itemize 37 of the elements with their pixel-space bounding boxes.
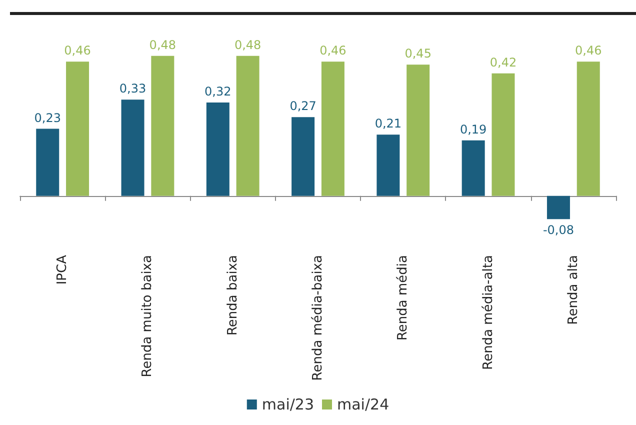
data-label: 0,33 — [119, 82, 146, 96]
data-label: 0,27 — [290, 99, 316, 114]
x-tick-label: Renda alta — [566, 255, 581, 325]
x-tick-label: Renda baixa — [225, 255, 240, 336]
bar — [36, 128, 60, 196]
bar — [492, 73, 515, 196]
data-label: 0,32 — [204, 84, 232, 98]
bar — [321, 62, 344, 196]
x-tick-label: Renda média-alta — [480, 255, 496, 370]
data-label: 0,23 — [34, 110, 61, 125]
data-label: 0,42 — [490, 55, 517, 70]
legend-label: mai/23 — [262, 396, 314, 414]
x-tick-label: Renda média-baixa — [310, 255, 326, 381]
bar — [121, 100, 144, 196]
bar — [576, 62, 600, 196]
x-tick-label: Renda muito baixa — [140, 255, 156, 378]
data-label: 0,48 — [149, 38, 176, 52]
x-tick-label: IPCA — [55, 254, 70, 285]
bar — [66, 62, 90, 196]
data-label: 0,46 — [64, 44, 91, 58]
bar — [206, 102, 230, 196]
bar — [292, 117, 315, 196]
data-label: -0,08 — [542, 223, 574, 238]
data-label: 0,46 — [575, 44, 602, 58]
bar — [462, 140, 485, 196]
bar — [376, 134, 400, 196]
bar — [546, 196, 570, 220]
data-label: 0,21 — [374, 116, 402, 131]
bar — [406, 64, 430, 196]
data-label: 0,46 — [320, 44, 346, 58]
legend-label: mai/24 — [337, 396, 390, 414]
bar — [151, 56, 174, 196]
data-label: 0,19 — [460, 122, 487, 136]
x-tick-label: Renda média — [396, 255, 411, 341]
bar — [236, 56, 260, 196]
data-label: 0,45 — [404, 46, 432, 61]
data-label: 0,48 — [234, 38, 262, 52]
